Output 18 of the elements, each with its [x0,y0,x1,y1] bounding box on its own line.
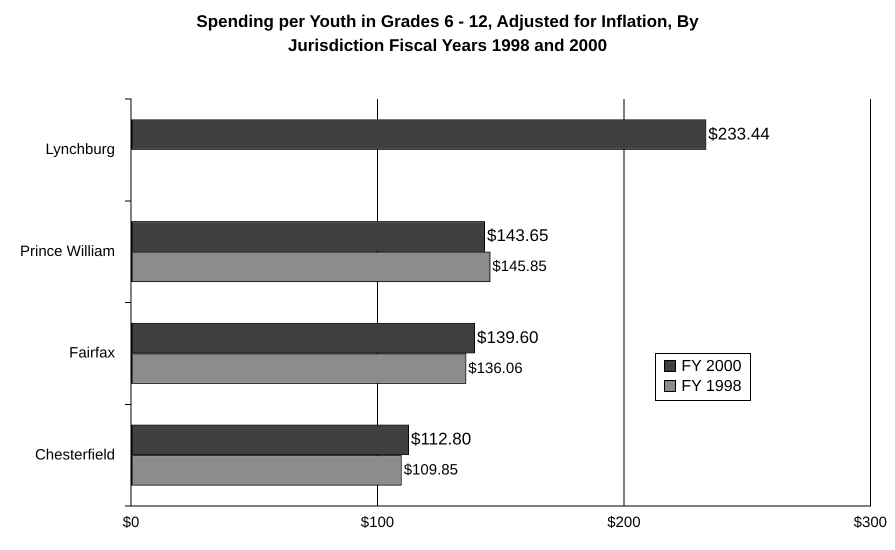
y-tick-label: Prince William [20,242,116,260]
chart-title: Spending per Youth in Grades 6 - 12, Adjusted for Inflation, By Jurisdiction Fiscal Years 1998 and 2000 [195,11,700,57]
x-tick-label: $0 [122,514,140,532]
y-tick-label: Fairfax [69,344,116,362]
data-label: $233.44 [708,124,770,144]
data-label: $143.65 [487,226,548,246]
legend-label: FY 2000 [681,358,742,374]
y-tick-label: Lynchburg [46,141,116,158]
y-tick-label: Chesterfield [34,446,116,464]
data-label: $112.80 [410,430,472,449]
legend-label: FY 1998 [681,378,742,394]
data-label: $109.85 [404,462,458,479]
data-label: $145.85 [492,258,547,276]
x-tick-label: $300 [854,514,888,532]
data-label: $136.06 [468,360,523,377]
x-tick-label: $100 [360,514,394,532]
data-label: $139.60 [477,328,538,347]
x-tick-label: $200 [607,514,641,532]
